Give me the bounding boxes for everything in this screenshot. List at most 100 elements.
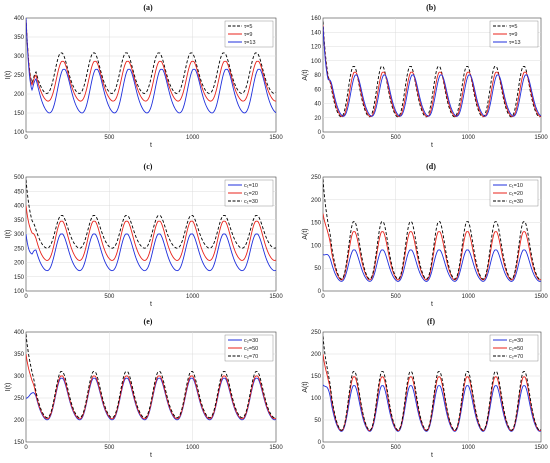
series-line bbox=[26, 233, 276, 272]
x-axis-label: t bbox=[150, 301, 152, 308]
x-tick-label: 1500 bbox=[534, 445, 548, 451]
y-axis-label: I(t) bbox=[5, 230, 12, 239]
x-tick-label: 0 bbox=[321, 135, 325, 141]
series-line bbox=[323, 25, 541, 118]
chart-panel: (f) 0 50 100 150 200 250 0 500 1000 1500 t A(t) c₂=30… bbox=[302, 317, 548, 459]
y-tick-label: 200 bbox=[14, 261, 25, 267]
y-tick-label: 250 bbox=[311, 330, 322, 336]
legend-label: c₂=50 bbox=[244, 346, 258, 352]
legend-label: τ=9 bbox=[509, 32, 517, 38]
panel-title: (a) bbox=[143, 3, 153, 12]
x-tick-label: 1000 bbox=[186, 135, 200, 141]
series-line bbox=[323, 384, 541, 432]
legend-label: c₁=20 bbox=[244, 191, 258, 197]
legend-label: c₂=50 bbox=[509, 346, 523, 352]
y-tick-label: 200 bbox=[311, 198, 322, 204]
y-tick-label: 200 bbox=[311, 352, 322, 358]
y-tick-label: 60 bbox=[314, 87, 321, 93]
panel-title: (b) bbox=[426, 3, 436, 12]
series-line bbox=[26, 353, 276, 420]
x-tick-label: 500 bbox=[104, 445, 115, 451]
y-tick-label: 200 bbox=[14, 418, 25, 424]
legend: τ=5 τ=9 τ=13 bbox=[224, 20, 274, 48]
x-tick-label: 500 bbox=[391, 445, 402, 451]
legend-label: c₁=10 bbox=[509, 183, 523, 189]
series-line bbox=[323, 336, 541, 431]
series-line bbox=[26, 179, 276, 249]
y-axis-label: A(t) bbox=[302, 69, 309, 80]
y-tick-label: 100 bbox=[311, 243, 322, 249]
chart-panel: (c) 100 150 200 250 300 350 400 450 500 0 500 1000 15… bbox=[5, 162, 283, 308]
panel-title: (f) bbox=[427, 317, 435, 326]
x-tick-label: 1000 bbox=[186, 445, 200, 451]
legend-label: c₂=30 bbox=[244, 338, 258, 344]
y-tick-label: 0 bbox=[318, 440, 322, 446]
x-tick-label: 0 bbox=[24, 445, 28, 451]
y-tick-label: 50 bbox=[314, 266, 321, 272]
x-tick-label: 1500 bbox=[534, 294, 548, 300]
x-tick-label: 1000 bbox=[186, 294, 200, 300]
series-line bbox=[323, 21, 541, 118]
y-tick-label: 100 bbox=[14, 130, 25, 136]
legend: c₁=10 c₁=20 c₁=30 bbox=[489, 179, 539, 207]
x-axis-label: t bbox=[150, 142, 152, 149]
legend: c₂=30 c₂=50 c₂=70 bbox=[489, 334, 539, 362]
series-line bbox=[26, 205, 276, 261]
y-axis-label: A(t) bbox=[302, 381, 309, 392]
x-tick-label: 0 bbox=[24, 294, 28, 300]
y-tick-label: 250 bbox=[14, 246, 25, 252]
x-tick-label: 1500 bbox=[534, 135, 548, 141]
y-tick-label: 300 bbox=[14, 232, 25, 238]
panel-title: (e) bbox=[144, 317, 153, 326]
legend-label: c₁=10 bbox=[244, 183, 258, 189]
x-tick-label: 1000 bbox=[462, 135, 476, 141]
y-tick-label: 120 bbox=[311, 45, 322, 51]
x-tick-label: 1500 bbox=[269, 445, 283, 451]
y-tick-label: 500 bbox=[14, 175, 25, 181]
y-tick-label: 350 bbox=[14, 218, 25, 224]
legend-label: c₁=30 bbox=[509, 199, 523, 205]
series-line bbox=[26, 18, 276, 114]
x-axis-label: t bbox=[431, 301, 433, 308]
y-tick-label: 300 bbox=[14, 374, 25, 380]
y-tick-label: 100 bbox=[311, 396, 322, 402]
legend-label: c₂=30 bbox=[509, 338, 523, 344]
y-tick-label: 300 bbox=[14, 54, 25, 60]
legend-label: c₂=70 bbox=[509, 354, 523, 360]
y-tick-label: 400 bbox=[14, 330, 25, 336]
y-tick-label: 350 bbox=[14, 35, 25, 41]
legend-label: c₁=20 bbox=[509, 191, 523, 197]
legend-label: τ=13 bbox=[509, 40, 521, 46]
legend-label: c₂=70 bbox=[244, 354, 258, 360]
y-tick-label: 0 bbox=[318, 130, 322, 136]
y-tick-label: 150 bbox=[311, 374, 322, 380]
y-axis-label: A(t) bbox=[302, 228, 309, 239]
x-tick-label: 500 bbox=[391, 294, 402, 300]
legend: c₁=10 c₁=20 c₁=30 bbox=[224, 179, 274, 207]
x-tick-label: 1500 bbox=[269, 135, 283, 141]
y-tick-label: 140 bbox=[311, 30, 322, 36]
chart-panel: (d) 0 50 100 150 200 250 0 500 1000 1500 t A(t) c₁=10… bbox=[302, 162, 548, 308]
legend-label: c₁=30 bbox=[244, 199, 258, 205]
y-tick-label: 80 bbox=[314, 73, 321, 79]
chart-panel: (b) 0 20 40 60 80 100 120 140 160 0 500 1000 1500 t A(t… bbox=[302, 3, 548, 149]
x-tick-label: 1000 bbox=[462, 294, 476, 300]
x-tick-label: 1500 bbox=[269, 294, 283, 300]
series-line bbox=[323, 213, 541, 281]
panel-title: (c) bbox=[144, 162, 153, 171]
y-tick-label: 100 bbox=[14, 289, 25, 295]
x-tick-label: 500 bbox=[391, 135, 402, 141]
legend: c₂=30 c₂=50 c₂=70 bbox=[224, 334, 274, 362]
series-line bbox=[323, 179, 541, 280]
x-tick-label: 0 bbox=[321, 294, 325, 300]
y-tick-label: 50 bbox=[314, 418, 321, 424]
legend-label: τ=9 bbox=[244, 32, 252, 38]
series-line bbox=[26, 18, 276, 102]
series-line bbox=[323, 249, 541, 282]
legend: τ=5 τ=9 τ=13 bbox=[489, 20, 539, 48]
x-tick-label: 500 bbox=[104, 294, 115, 300]
series-line bbox=[26, 334, 276, 419]
y-tick-label: 150 bbox=[14, 111, 25, 117]
y-tick-label: 150 bbox=[311, 221, 322, 227]
legend-label: τ=13 bbox=[244, 40, 256, 46]
